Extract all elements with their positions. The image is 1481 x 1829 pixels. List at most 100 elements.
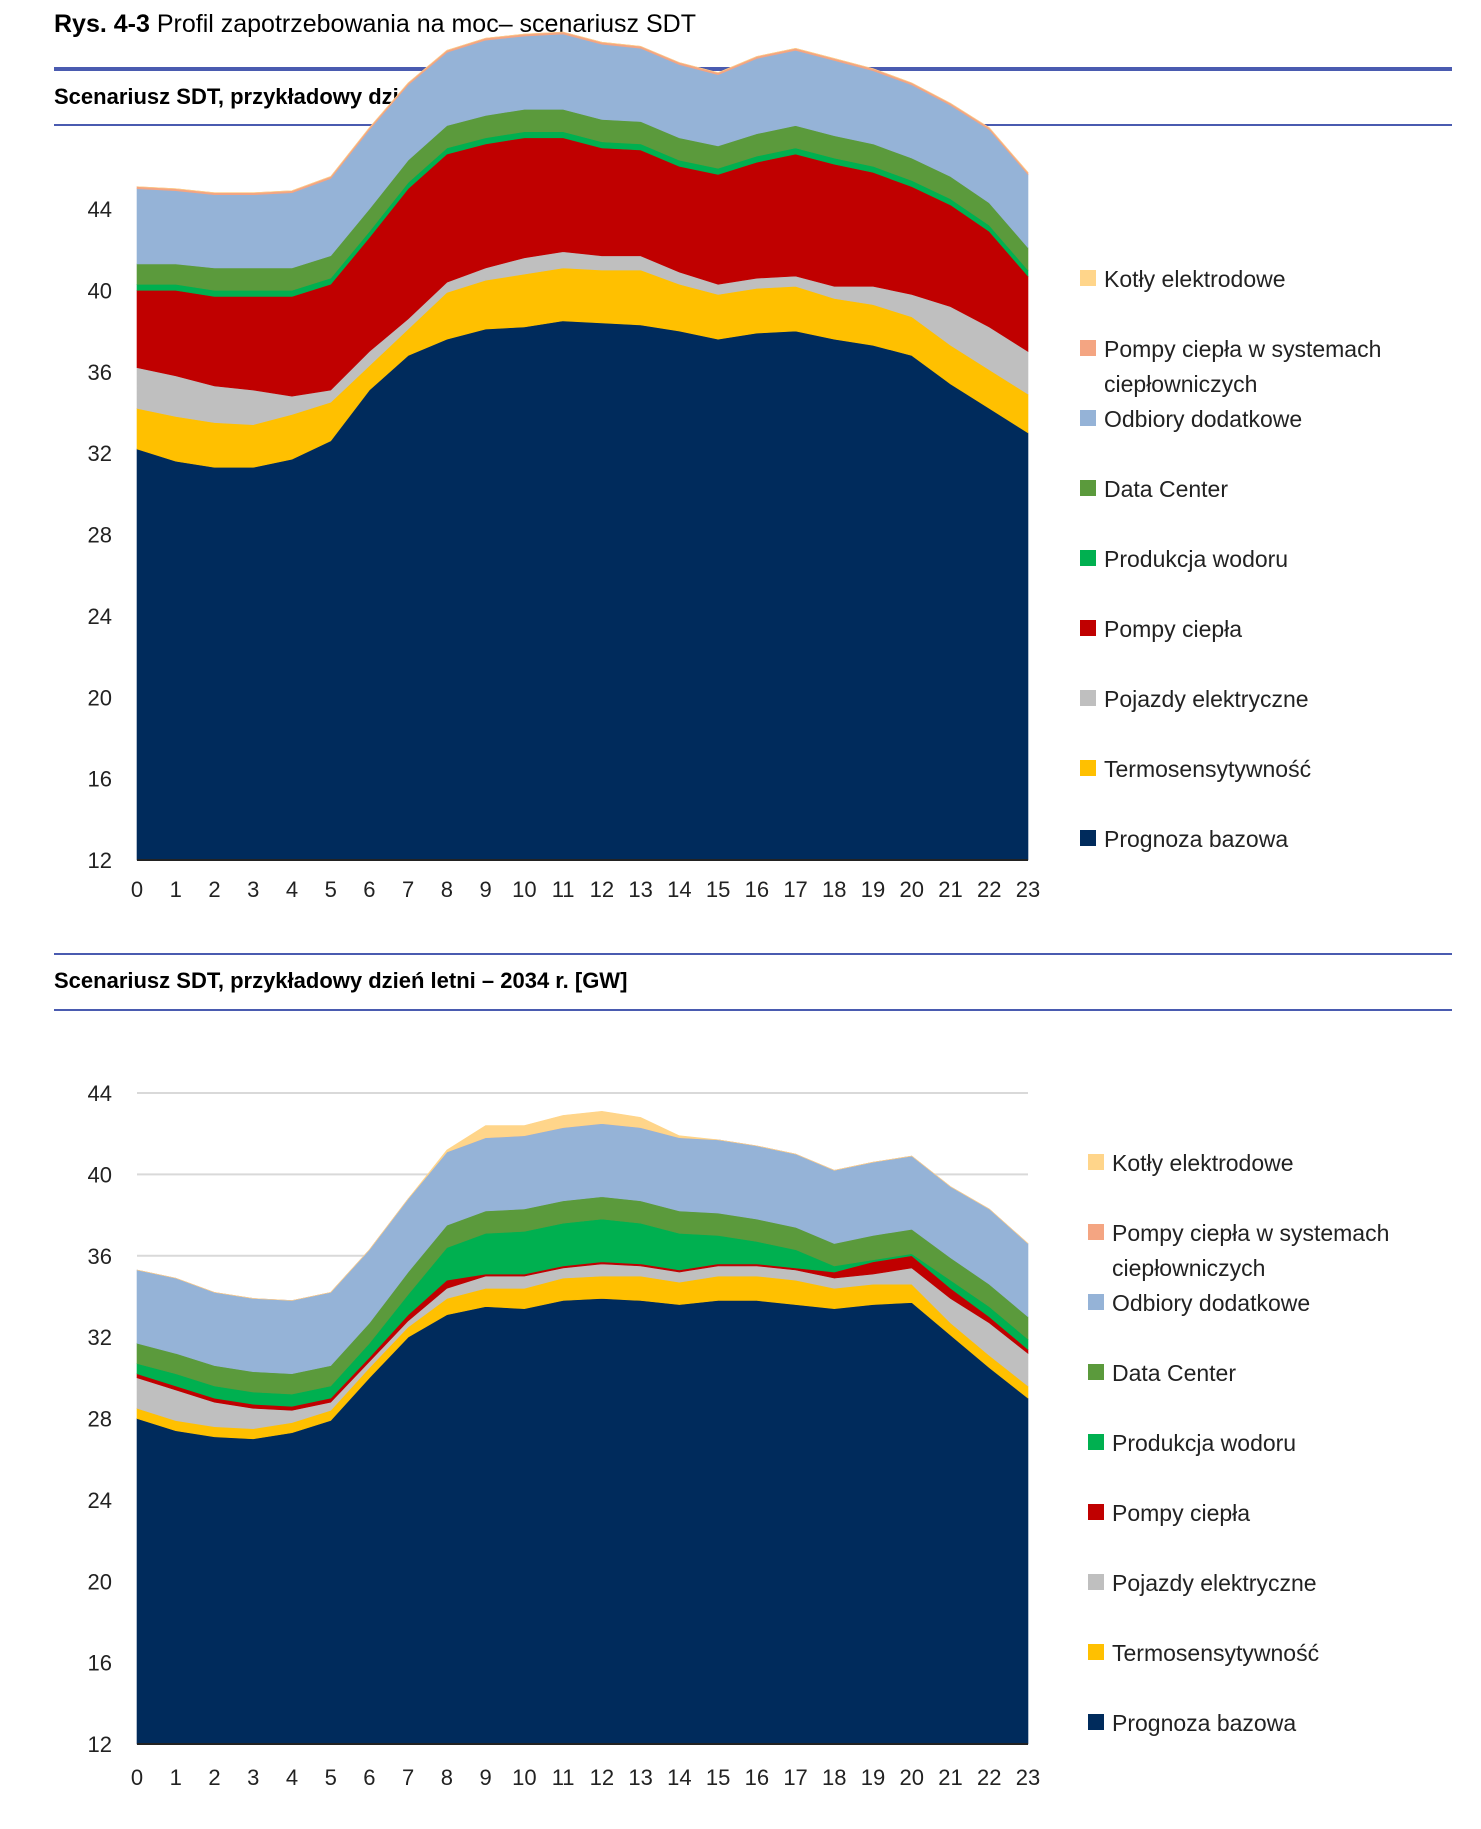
x-tick-label: 0: [131, 1765, 143, 1790]
x-tick-label: 2: [208, 1765, 220, 1790]
legend-swatch-produkcja-wodoru: [1080, 550, 1096, 566]
legend-label-data-center: Data Center: [1112, 1360, 1236, 1386]
legend-label-pompy-ciepla: Pompy ciepła: [1104, 616, 1242, 642]
x-tick-label: 23: [1016, 877, 1040, 902]
y-tick-label: 16: [88, 1651, 112, 1676]
x-tick-label: 1: [170, 877, 182, 902]
legend-label-pompy-ciepla: Pompy ciepła: [1112, 1500, 1250, 1526]
x-tick-label: 14: [667, 877, 691, 902]
area-series-kotly-elektrodowe: [136, 1111, 1029, 1301]
legend-label-data-center: Data Center: [1104, 476, 1228, 502]
x-tick-label: 16: [745, 1765, 769, 1790]
legend-swatch-pompy-ciepla-w-systemach-cieplowniczych: [1088, 1224, 1104, 1240]
x-tick-label: 13: [628, 1765, 652, 1790]
x-tick-label: 18: [822, 1765, 846, 1790]
legend-swatch-kotly-elektrodowe: [1088, 1154, 1104, 1170]
x-tick-label: 13: [628, 877, 652, 902]
x-tick-label: 22: [977, 1765, 1001, 1790]
chart-2-title: Scenariusz SDT, przykładowy dzień letni …: [54, 968, 628, 993]
legend-label-termosensytywnosc: Termosensytywność: [1112, 1640, 1319, 1666]
legend-swatch-pompy-ciepla: [1088, 1504, 1104, 1520]
y-tick-label: 40: [88, 1162, 112, 1187]
x-tick-label: 7: [402, 1765, 414, 1790]
x-tick-label: 18: [822, 877, 846, 902]
legend-swatch-termosensytywnosc: [1080, 760, 1096, 776]
legend-label-pojazdy-elektryczne: Pojazdy elektryczne: [1104, 686, 1309, 712]
legend-swatch-produkcja-wodoru: [1088, 1434, 1104, 1450]
x-tick-label: 10: [512, 877, 536, 902]
x-tick-label: 17: [783, 1765, 807, 1790]
legend-swatch-data-center: [1088, 1364, 1104, 1380]
figure-title-text: Profil zapotrzebowania na moc– scenarius…: [156, 10, 696, 38]
x-tick-label: 2: [208, 877, 220, 902]
x-tick-label: 3: [247, 877, 259, 902]
legend-label-produkcja-wodoru: Produkcja wodoru: [1112, 1430, 1296, 1456]
y-tick-label: 16: [88, 767, 112, 792]
x-tick-label: 0: [131, 877, 143, 902]
legend-label-prognoza-bazowa: Prognoza bazowa: [1112, 1710, 1296, 1736]
y-tick-label: 36: [88, 1244, 112, 1269]
x-tick-label: 15: [706, 1765, 730, 1790]
legend-swatch-pompy-ciepla: [1080, 620, 1096, 636]
x-tick-label: 8: [441, 877, 453, 902]
legend-label-odbiory-dodatkowe: Odbiory dodatkowe: [1104, 406, 1302, 432]
x-tick-label: 12: [590, 1765, 614, 1790]
legend-swatch-odbiory-dodatkowe: [1088, 1294, 1104, 1310]
x-tick-label: 17: [783, 877, 807, 902]
x-tick-label: 5: [325, 1765, 337, 1790]
x-tick-label: 14: [667, 1765, 691, 1790]
legend-swatch-data-center: [1080, 480, 1096, 496]
x-tick-label: 3: [247, 1765, 259, 1790]
y-tick-label: 24: [88, 1488, 112, 1513]
x-tick-label: 9: [480, 1765, 492, 1790]
legend-swatch-pojazdy-elektryczne: [1088, 1574, 1104, 1590]
x-tick-label: 20: [900, 877, 924, 902]
y-tick-label: 20: [88, 1569, 112, 1594]
legend-swatch-kotly-elektrodowe: [1080, 270, 1096, 286]
y-tick-label: 28: [88, 1407, 112, 1432]
x-tick-label: 11: [552, 1765, 575, 1790]
x-tick-label: 6: [363, 877, 375, 902]
x-tick-label: 1: [170, 1765, 182, 1790]
figure-label: Rys. 4-3: [54, 10, 150, 38]
x-tick-label: 11: [552, 877, 575, 902]
x-tick-label: 7: [402, 877, 414, 902]
x-tick-label: 15: [706, 877, 730, 902]
x-tick-label: 21: [938, 877, 962, 902]
y-tick-label: 12: [88, 1732, 112, 1757]
y-tick-label: 20: [88, 685, 112, 710]
x-tick-label: 10: [512, 1765, 536, 1790]
x-tick-label: 9: [480, 877, 492, 902]
x-tick-label: 21: [938, 1765, 962, 1790]
legend-label-kotly-elektrodowe: Kotły elektrodowe: [1104, 266, 1286, 292]
y-tick-label: 28: [88, 523, 112, 548]
legend-label-kotly-elektrodowe: Kotły elektrodowe: [1112, 1150, 1294, 1176]
legend-label-produkcja-wodoru: Produkcja wodoru: [1104, 546, 1288, 572]
y-tick-label: 24: [88, 604, 112, 629]
legend-label-pompy-ciepla-w-systemach-cieplowniczych: Pompy ciepła w systemach ciepłowniczych: [1104, 336, 1381, 397]
legend-label-prognoza-bazowa: Prognoza bazowa: [1104, 826, 1288, 852]
x-tick-label: 19: [861, 1765, 885, 1790]
x-tick-label: 5: [325, 877, 337, 902]
legend-label-termosensytywnosc: Termosensytywność: [1104, 756, 1311, 782]
legend-label-odbiory-dodatkowe: Odbiory dodatkowe: [1112, 1290, 1310, 1316]
x-tick-label: 22: [977, 877, 1001, 902]
x-tick-label: 23: [1016, 1765, 1040, 1790]
chart-2-title-rule: [54, 1009, 1452, 1011]
y-tick-label: 32: [88, 441, 112, 466]
x-tick-label: 12: [590, 877, 614, 902]
y-tick-label: 44: [88, 1081, 112, 1106]
legend-label-pojazdy-elektryczne: Pojazdy elektryczne: [1112, 1570, 1317, 1596]
x-tick-label: 4: [286, 1765, 298, 1790]
x-tick-label: 8: [441, 1765, 453, 1790]
legend-swatch-prognoza-bazowa: [1088, 1714, 1104, 1730]
legend-swatch-pompy-ciepla-w-systemach-cieplowniczych: [1080, 340, 1096, 356]
x-tick-label: 16: [745, 877, 769, 902]
y-tick-label: 36: [88, 360, 112, 385]
x-tick-label: 20: [900, 1765, 924, 1790]
x-tick-label: 19: [861, 877, 885, 902]
chart-2-top-rule: [54, 953, 1452, 955]
legend-label-pompy-ciepla-w-systemach-cieplowniczych: Pompy ciepła w systemach ciepłowniczych: [1112, 1220, 1389, 1281]
